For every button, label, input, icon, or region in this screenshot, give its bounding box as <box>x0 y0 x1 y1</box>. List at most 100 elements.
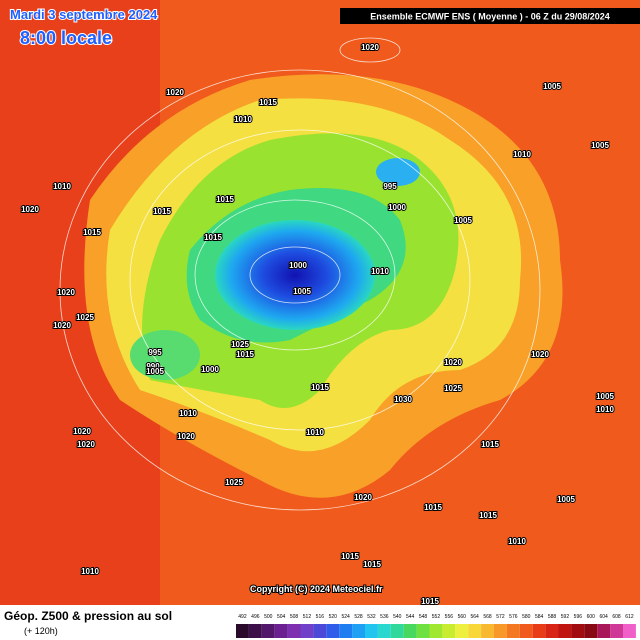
isobar-label: 1015 <box>216 195 234 204</box>
isobar-label: 995 <box>383 182 397 191</box>
isobar-label: 1010 <box>234 115 252 124</box>
colorbar-label: 540 <box>393 614 402 620</box>
isobar-label: 1015 <box>153 207 171 216</box>
footer-title: Géop. Z500 & pression au sol <box>4 609 172 623</box>
colorbar-swatch <box>248 624 262 638</box>
isobar-label: 1025 <box>225 478 243 487</box>
isobar-label: 1010 <box>179 409 197 418</box>
colorbar-swatch <box>610 624 623 638</box>
colorbar-swatch <box>468 624 482 638</box>
isobar-label: 1020 <box>354 493 372 502</box>
colorbar-swatch <box>390 624 404 638</box>
isobar-label: 1020 <box>57 288 75 297</box>
footer-lead: (+ 120h) <box>24 626 58 636</box>
colorbar-label: 592 <box>561 614 570 620</box>
isobar-label: 1015 <box>204 233 222 242</box>
colorbar-swatch <box>377 624 391 638</box>
colorbar-label: 588 <box>548 614 557 620</box>
colorbar-label: 508 <box>290 614 299 620</box>
colorbar-label: 600 <box>587 614 596 620</box>
colorbar-swatch <box>455 624 469 638</box>
isolines <box>59 37 541 511</box>
isobar-label: 1020 <box>177 432 195 441</box>
isobar-label: 1015 <box>424 503 442 512</box>
colorbar-label: 496 <box>251 614 260 620</box>
colorbar-swatch <box>558 624 572 638</box>
isobar-labels: 1020 1020 1015 1010 1005 1010 1005 995 1000 1005 1… <box>20 42 615 607</box>
colorbar-label: 544 <box>406 614 415 620</box>
time: 8:00 locale <box>20 28 112 48</box>
isobar-label: 1015 <box>363 560 381 569</box>
isobar-label: 1015 <box>311 383 329 392</box>
colorbar-label: 584 <box>535 614 544 620</box>
colorbar-label: 524 <box>341 614 350 620</box>
colorbar-swatch <box>287 624 301 638</box>
colorbar-label: 528 <box>354 614 363 620</box>
isobar-label: 1020 <box>53 321 71 330</box>
isobar-label: 1020 <box>361 43 379 52</box>
colorbar-swatch <box>313 624 327 638</box>
colorbar-swatch <box>326 624 340 638</box>
colorbar-label: 564 <box>470 614 479 620</box>
colorbar-label: 504 <box>277 614 286 620</box>
isobar-label: 1010 <box>513 150 531 159</box>
isobar-label: 995 <box>148 348 162 357</box>
header-box <box>340 8 640 24</box>
colorbar-label: 572 <box>496 614 505 620</box>
isobar-label: 1020 <box>531 350 549 359</box>
colorbar-swatch <box>236 624 249 638</box>
colorbar-swatch <box>532 624 546 638</box>
isobar-label: 1005 <box>596 392 614 401</box>
colorbar-label: 548 <box>419 614 428 620</box>
isobar-label: 1030 <box>394 395 412 404</box>
colorbar-swatch <box>261 624 275 638</box>
isobar-label: 1000 <box>289 261 307 270</box>
isobar-label: 1020 <box>21 205 39 214</box>
colorbar-swatch <box>545 624 559 638</box>
colorbar-label: 512 <box>303 614 312 620</box>
isobar-label: 1010 <box>371 267 389 276</box>
colorbar-swatch <box>519 624 533 638</box>
colorbar-label: 560 <box>458 614 467 620</box>
colorbar-label: 552 <box>432 614 441 620</box>
colorbar-label: 580 <box>522 614 531 620</box>
isobar-label: 1010 <box>306 428 324 437</box>
isobar-label: 1015 <box>479 511 497 520</box>
colorbar-label: 536 <box>380 614 389 620</box>
colorbar-swatch <box>481 624 494 638</box>
isobar-label: 1000 <box>201 365 219 374</box>
isobar-label: 1015 <box>341 552 359 561</box>
colorbar-swatch <box>597 624 611 638</box>
colorbar-label: 596 <box>574 614 583 620</box>
colorbar-swatch <box>623 624 636 638</box>
date: Mardi 3 septembre 2024 <box>10 7 158 22</box>
isobar-label: 1010 <box>508 537 526 546</box>
isobar-label: 1010 <box>596 405 614 414</box>
low-west <box>130 330 200 380</box>
isobar-label: 1005 <box>591 141 609 150</box>
colorbar-swatch <box>365 624 378 638</box>
isobar-label: 1005 <box>557 495 575 504</box>
isobar-label: 1015 <box>481 440 499 449</box>
isobar-label: 1000 <box>388 203 406 212</box>
colorbar-label: 492 <box>238 614 247 620</box>
colorbar-swatch <box>506 624 520 638</box>
colorbar-label: 604 <box>599 614 608 620</box>
colorbar-label: 576 <box>509 614 518 620</box>
colorbar-swatch <box>416 624 430 638</box>
isobar-label: 1025 <box>231 340 249 349</box>
colorbar: 492 496 500 504 508 512 516 520 524 528 532 536 540 5… <box>236 614 636 638</box>
isobar-label: 1020 <box>166 88 184 97</box>
colorbar-label: 516 <box>316 614 325 620</box>
model-run: Ensemble ECMWF ENS ( Moyenne ) - 06 Z du… <box>370 11 610 21</box>
colorbar-swatch <box>429 624 443 638</box>
colorbar-label: 608 <box>612 614 621 620</box>
colorbar-label: 556 <box>445 614 454 620</box>
colorbar-swatch <box>352 624 365 638</box>
isobar-label: 1010 <box>53 182 71 191</box>
isobar-label: 1020 <box>77 440 95 449</box>
isobar-label: 1015 <box>236 350 254 359</box>
isobar-label: 1015 <box>83 228 101 237</box>
colorbar-label: 532 <box>367 614 376 620</box>
